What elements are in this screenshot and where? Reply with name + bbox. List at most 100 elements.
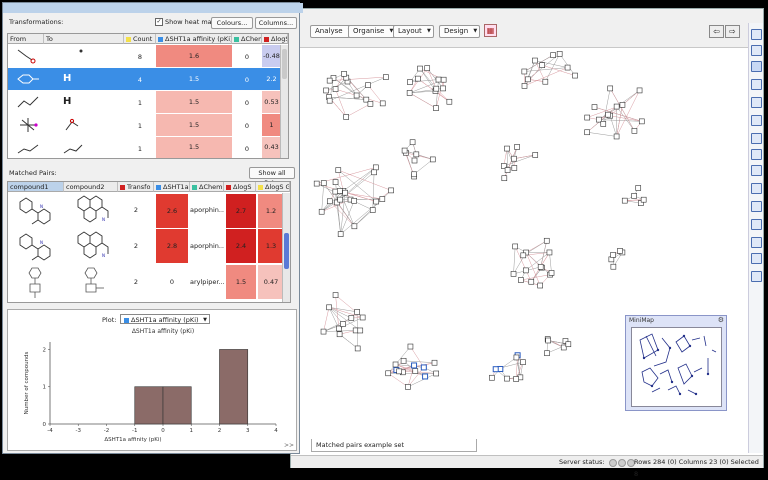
compound-node[interactable]	[337, 332, 342, 337]
compound-node[interactable]	[641, 197, 646, 202]
layout-menu-button[interactable]: Layout▼	[393, 25, 434, 38]
more-options-link[interactable]: >>	[284, 442, 294, 449]
compound-node[interactable]	[614, 104, 619, 109]
compound-node[interactable]	[412, 363, 417, 368]
compound-node[interactable]	[522, 69, 527, 74]
network-tool-icon[interactable]	[751, 61, 762, 72]
compound-node[interactable]	[380, 197, 385, 202]
search-icon[interactable]	[751, 149, 762, 160]
compound-node[interactable]	[505, 146, 510, 151]
compound-node[interactable]	[327, 305, 332, 310]
select-tool-icon[interactable]	[751, 29, 762, 40]
compound-node[interactable]	[355, 309, 360, 314]
compound-node[interactable]	[366, 83, 371, 88]
compound-node[interactable]	[405, 384, 410, 389]
compound-node[interactable]	[344, 114, 349, 119]
minimap-viewport[interactable]	[631, 327, 722, 407]
function-tool-icon[interactable]	[751, 201, 762, 212]
compound-node[interactable]	[349, 316, 354, 321]
compound-node[interactable]	[533, 152, 538, 157]
compound-node[interactable]	[546, 338, 551, 343]
compound-node[interactable]	[547, 250, 552, 255]
compound-node[interactable]	[611, 252, 616, 257]
compound-node[interactable]	[373, 165, 378, 170]
compound-node[interactable]	[540, 63, 545, 68]
compound-node[interactable]	[544, 351, 549, 356]
compound-node[interactable]	[573, 73, 578, 78]
compound-node[interactable]	[383, 75, 388, 80]
grid-tool-icon[interactable]	[751, 79, 762, 90]
compound-node[interactable]	[397, 369, 402, 374]
affinity-column-header[interactable]: ΔSHT1a	[154, 182, 190, 192]
compound-node[interactable]	[632, 128, 637, 133]
compound-node[interactable]	[401, 358, 406, 363]
compound-node[interactable]	[407, 80, 412, 85]
compound-node[interactable]	[614, 134, 619, 139]
compound-node[interactable]	[611, 264, 616, 269]
chart-tool-icon[interactable]	[751, 133, 762, 144]
compound-node[interactable]	[551, 53, 556, 58]
compound-node[interactable]	[368, 101, 373, 106]
compound-node[interactable]	[532, 58, 537, 63]
compound-node[interactable]	[523, 268, 528, 273]
compound-node[interactable]	[372, 170, 377, 175]
compound-node[interactable]	[360, 315, 365, 320]
layers-tool-icon[interactable]	[751, 237, 762, 248]
compound-node[interactable]	[622, 198, 627, 203]
compound-node[interactable]	[352, 198, 357, 203]
compound-node[interactable]	[337, 188, 342, 193]
heat-map-toggle-icon[interactable]: ▦	[484, 24, 497, 37]
organise-menu-button[interactable]: Organise▼	[348, 25, 396, 38]
compound-node[interactable]	[565, 65, 570, 70]
compound2-column-header[interactable]: compound2	[64, 182, 118, 192]
compound-node[interactable]	[436, 77, 441, 82]
compound-node[interactable]	[566, 342, 571, 347]
compound-node[interactable]	[421, 365, 426, 370]
compound-node[interactable]	[389, 188, 394, 193]
export-tool-icon[interactable]	[751, 253, 762, 264]
compound-node[interactable]	[618, 248, 623, 253]
compound-node[interactable]	[327, 78, 332, 83]
compound-node[interactable]	[314, 181, 319, 186]
compound-node[interactable]	[606, 112, 611, 117]
back-arrow-icon[interactable]: ⇦	[709, 25, 724, 38]
cluster-tool-icon[interactable]	[751, 183, 762, 194]
compound-node[interactable]	[502, 176, 507, 181]
compound-node[interactable]	[585, 115, 590, 120]
compound-node[interactable]	[343, 190, 348, 195]
compound-node[interactable]	[515, 144, 520, 149]
compound-node[interactable]	[412, 158, 417, 163]
compound-node[interactable]	[525, 77, 530, 82]
compound-node[interactable]	[333, 189, 338, 194]
compound-node[interactable]	[543, 79, 548, 84]
colours-button[interactable]: Colours...	[211, 17, 253, 29]
scrollbar-thumb[interactable]	[284, 233, 289, 269]
filter-tool-icon[interactable]	[751, 97, 762, 108]
show-all-pairs-button[interactable]: Show all Pairs	[249, 167, 295, 179]
compound-node[interactable]	[354, 93, 359, 98]
compound-node[interactable]	[336, 168, 341, 173]
forward-arrow-icon[interactable]: ⇨	[725, 25, 740, 38]
scrollbar-thumb[interactable]	[282, 49, 287, 79]
show-heat-map-checkbox[interactable]: ✓Show heat map	[155, 18, 216, 26]
compound-node[interactable]	[514, 377, 519, 382]
sort-tool-icon[interactable]	[751, 115, 762, 126]
compound-node[interactable]	[441, 77, 446, 82]
compound-node[interactable]	[557, 51, 562, 56]
compound-node[interactable]	[327, 98, 332, 103]
compound-node[interactable]	[333, 180, 338, 185]
from-column-header[interactable]: From	[8, 34, 44, 44]
compound-node[interactable]	[338, 197, 343, 202]
compound-node[interactable]	[355, 346, 360, 351]
compound-node[interactable]	[342, 71, 347, 76]
compound-node[interactable]	[511, 271, 516, 276]
compound-node[interactable]	[601, 121, 606, 126]
compound-node[interactable]	[386, 371, 391, 376]
compound-node[interactable]	[434, 86, 439, 91]
compound-node[interactable]	[370, 207, 375, 212]
compound-node[interactable]	[549, 270, 554, 275]
compound-node[interactable]	[522, 83, 527, 88]
compound-node[interactable]	[433, 106, 438, 111]
compound-node[interactable]	[352, 224, 357, 229]
chem-column-header[interactable]: ΔChem	[190, 182, 224, 192]
